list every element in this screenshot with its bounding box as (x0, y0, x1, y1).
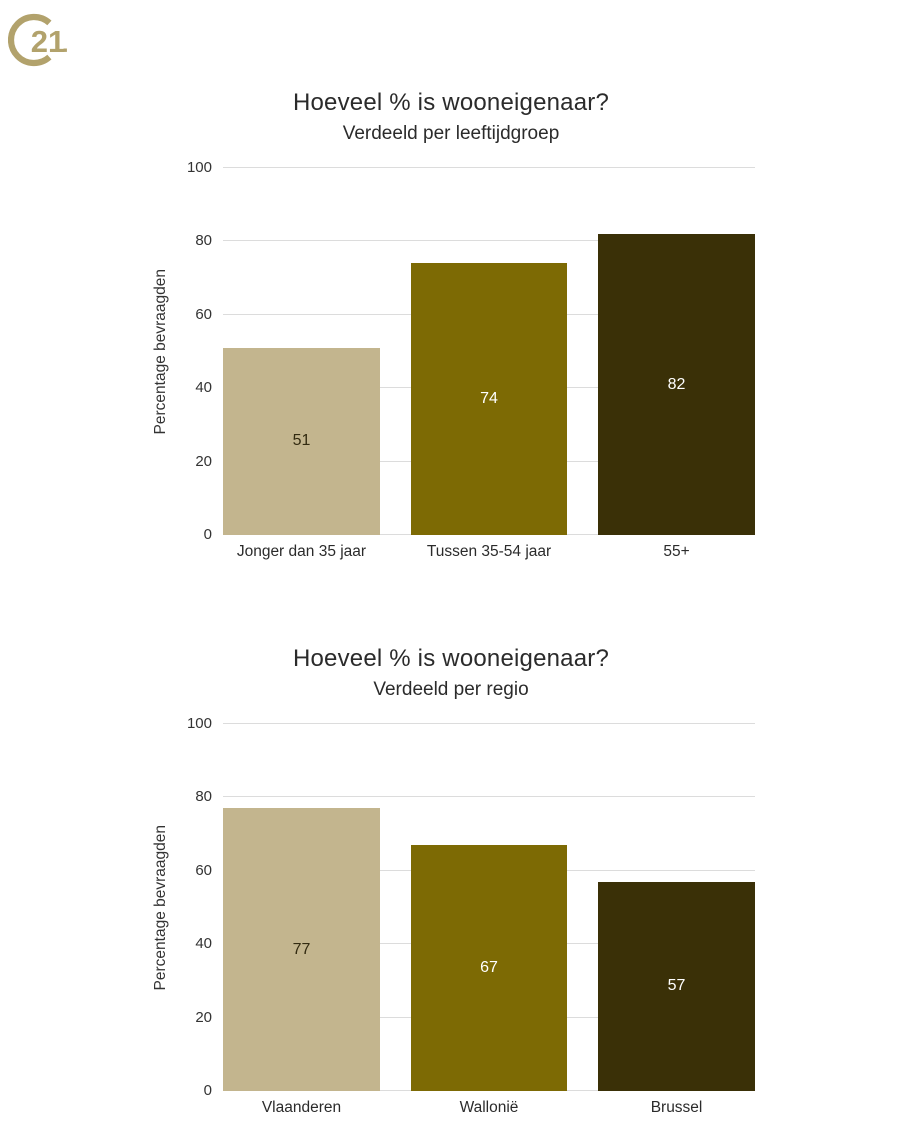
y-tick-label: 40 (195, 379, 212, 397)
chart-ownership-by-region: Hoeveel % is wooneigenaar? Verdeeld per … (145, 644, 757, 1116)
bar-value-label: 74 (480, 390, 498, 408)
c21-trademark-dot-icon (63, 48, 67, 52)
x-category-label: Tussen 35-54 jaar (426, 543, 552, 560)
x-category-label: Brussel (650, 1099, 703, 1116)
bar-Wallonië: 67 (410, 845, 568, 1091)
chart-subtitle: Verdeeld per leeftijdgroep (342, 123, 560, 144)
y-tick-label: 100 (186, 159, 212, 176)
plot-area: Percentage bevraagden 0 20 40 60 80 100 51 74 8… (152, 159, 755, 560)
chart-title: Hoeveel % is wooneigenaar? (292, 89, 610, 116)
y-tick-label: 0 (203, 526, 212, 543)
y-tick-label: 100 (186, 715, 212, 732)
y-tick-label: 80 (195, 232, 212, 250)
c21-ring-icon (8, 13, 52, 67)
y-tick-label: 20 (195, 1008, 212, 1026)
x-category-label: Jonger dan 35 jaar (236, 543, 367, 560)
bar-Tussen 35-54 jaar: 74 (410, 263, 568, 535)
x-axis-labels: Vlaanderen Wallonië Brussel (223, 1098, 755, 1117)
bar-Vlaanderen: 77 (223, 808, 380, 1091)
chart-title: Hoeveel % is wooneigenaar? (292, 645, 610, 672)
bar-55+: 82 (598, 234, 755, 535)
bar-value-label: 57 (667, 977, 686, 995)
y-tick-label: 20 (195, 452, 212, 470)
bar-Brussel: 57 (598, 881, 755, 1091)
y-axis-title: Percentage bevraagden (152, 268, 169, 435)
bars: 51 74 82 (223, 168, 755, 535)
bar-value-label: 67 (480, 959, 498, 977)
y-axis-title-wrap: Percentage bevraagden (151, 724, 171, 1091)
y-tick-label: 80 (195, 788, 212, 806)
gridline (223, 723, 755, 724)
bar-value-label: 77 (292, 940, 311, 958)
bars: 77 67 57 (223, 724, 755, 1091)
y-tick-label: 0 (203, 1082, 212, 1099)
gridline (223, 240, 755, 242)
y-tick-label: 40 (195, 935, 212, 953)
bar-Jonger dan 35 jaar: 51 (223, 347, 380, 535)
x-category-label: Vlaanderen (261, 1099, 342, 1116)
x-category-label: 55+ (663, 543, 690, 560)
gridline (223, 167, 755, 168)
bar-value-label: 82 (667, 375, 686, 393)
bar-value-label: 51 (292, 432, 311, 450)
x-category-label: Wallonië (459, 1099, 519, 1116)
y-tick-label: 60 (195, 861, 212, 879)
y-axis-title: Percentage bevraagden (152, 824, 169, 991)
y-tick-label: 60 (195, 305, 212, 323)
x-axis-labels: Jonger dan 35 jaar Tussen 35-54 jaar 55+ (223, 542, 755, 561)
gridline (223, 796, 755, 798)
century21-logo: 21 (8, 13, 67, 67)
c21-numeral: 21 (31, 24, 65, 59)
y-axis-title-wrap: Percentage bevraagden (151, 168, 171, 535)
plot-area: Percentage bevraagden 0 20 40 60 80 100 77 67 5… (152, 715, 755, 1116)
chart-subtitle: Verdeeld per regio (373, 679, 529, 700)
chart-ownership-by-age: Hoeveel % is wooneigenaar? Verdeeld per … (145, 88, 757, 560)
